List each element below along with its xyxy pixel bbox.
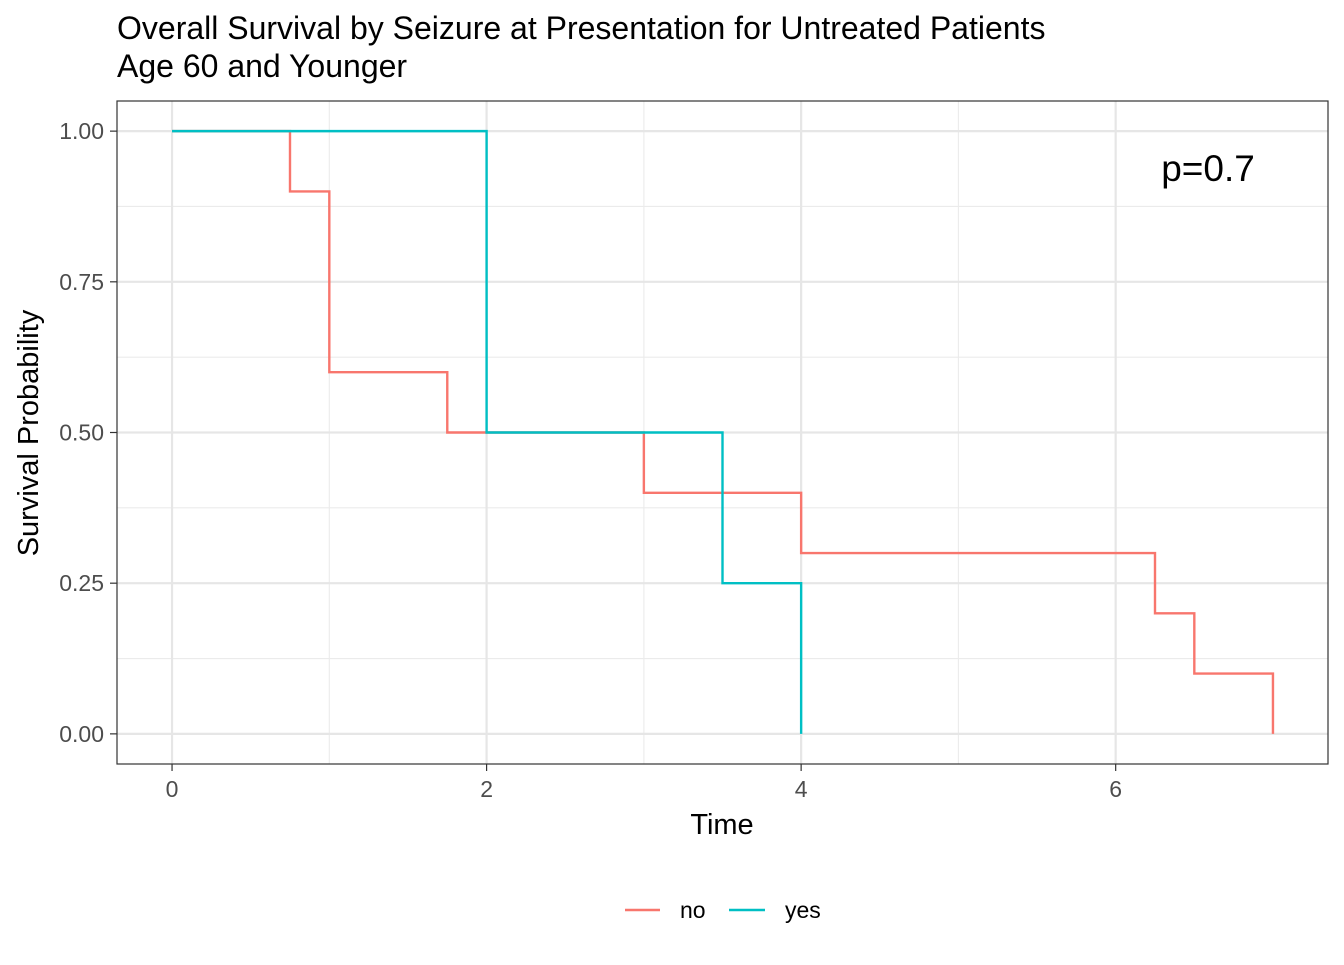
legend-label-no: no <box>680 897 706 923</box>
y-tick-label: 0.25 <box>59 570 104 596</box>
y-tick-label: 0.75 <box>59 269 104 295</box>
legend-label-yes: yes <box>785 897 821 923</box>
y-tick-label: 1.00 <box>59 118 104 144</box>
chart-subtitle: Age 60 and Younger <box>117 48 407 84</box>
series-line-yes <box>172 129 803 734</box>
series-lines <box>172 129 1275 734</box>
x-tick-label: 2 <box>480 776 493 802</box>
series-line-no <box>172 129 1275 734</box>
chart-title: Overall Survival by Seizure at Presentat… <box>117 10 1045 46</box>
x-tick-label: 4 <box>795 776 808 802</box>
x-axis-title: Time <box>690 809 753 841</box>
y-tick-label: 0.00 <box>59 721 104 747</box>
y-tick-label: 0.50 <box>59 420 104 446</box>
x-tick-label: 6 <box>1109 776 1122 802</box>
x-tick-label: 0 <box>166 776 179 802</box>
axes: 0 2 4 6 0.00 0.25 0.50 0.75 1.00 <box>59 118 1122 802</box>
p-value-annotation: p=0.7 <box>1161 148 1255 189</box>
y-axis-title: Survival Probability <box>13 309 45 556</box>
legend: no yes <box>625 897 821 923</box>
